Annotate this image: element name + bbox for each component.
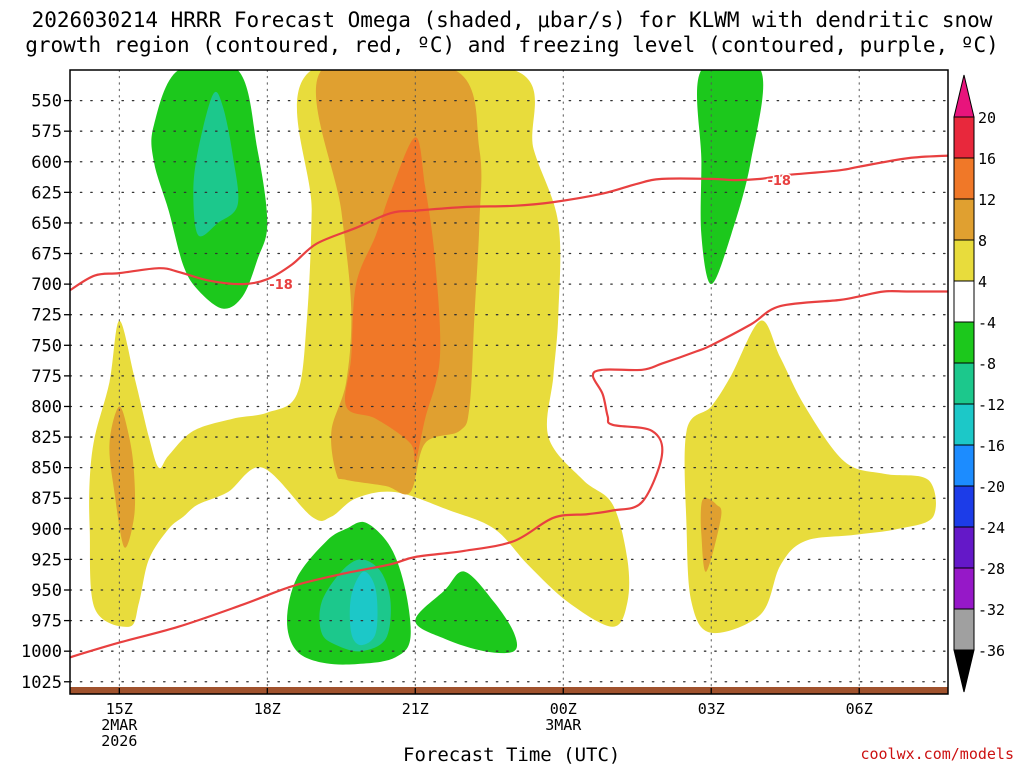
x-tick-label-21Z-0: 21Z — [402, 700, 429, 718]
colorbar-label-9: -20 — [978, 478, 1005, 496]
x-axis-label: Forecast Time (UTC) — [403, 744, 621, 766]
y-tick-label-875: 875 — [31, 489, 62, 509]
colorbar-swatch-0 — [953, 116, 975, 159]
x-tick-label-15Z-2: 2026 — [101, 732, 137, 750]
x-tick-label-00Z-0: 00Z — [550, 700, 577, 718]
omega-region-rise-12-to-16-1 — [344, 137, 441, 463]
colorbar-label-6: -8 — [978, 355, 996, 373]
colorbar-label-4: 4 — [978, 273, 987, 291]
chart-title-line-2: growth region (contoured, red, ºC) and f… — [25, 33, 999, 57]
dgz-contour-label-1: -18 — [269, 278, 293, 293]
y-tick-label-575: 575 — [31, 122, 62, 142]
omega-region-rise-8-to-12-2 — [109, 406, 136, 548]
x-tick-label-15Z-0: 15Z — [106, 700, 133, 718]
colorbar-label-2: 12 — [978, 191, 996, 209]
colorbar-label-1: 16 — [978, 150, 996, 168]
dgz-upper-contour — [70, 154, 948, 292]
colorbar-label-13: -36 — [978, 642, 1005, 660]
chart-title: 2026030214 HRRR Forecast Omega (shaded, … — [0, 8, 1024, 58]
colorbar-swatch-1 — [953, 157, 975, 200]
terrain-surface — [70, 687, 948, 694]
y-tick-label-825: 825 — [31, 428, 62, 448]
colorbar-label-0: 20 — [978, 109, 996, 127]
colorbar-label-8: -16 — [978, 437, 1005, 455]
x-tick-label-03Z-0: 03Z — [698, 700, 725, 718]
y-tick-label-800: 800 — [31, 397, 62, 417]
y-tick-label-925: 925 — [31, 550, 62, 570]
chart-title-line-1: 2026030214 HRRR Forecast Omega (shaded, … — [31, 8, 993, 32]
plot-frame — [69, 69, 949, 695]
y-tick-label-975: 975 — [31, 612, 62, 632]
y-tick-label-725: 725 — [31, 306, 62, 326]
omega-region-sink-4-to-8-4 — [415, 571, 518, 654]
omega-region-rise-8-to-12-3 — [700, 498, 722, 572]
colorbar-swatch-12 — [953, 608, 975, 651]
colorbar-label-7: -12 — [978, 396, 1005, 414]
colorbar-top-arrow — [953, 74, 975, 118]
colorbar-swatch-10 — [953, 526, 975, 569]
dgz-contours: -18 -18 — [70, 154, 948, 659]
y-tick-label-675: 675 — [31, 245, 62, 265]
colorbar-swatch-8 — [953, 444, 975, 487]
colorbar-swatch-3 — [953, 239, 975, 282]
colorbar-swatch-9 — [953, 485, 975, 528]
colorbar-swatch-11 — [953, 567, 975, 610]
y-tick-label-600: 600 — [31, 153, 62, 173]
x-tick-label-00Z-1: 3MAR — [545, 716, 582, 734]
pressure-axis: 550 575 600 625 650 675 700 725 750 775 800 825 850 8… — [21, 92, 70, 693]
omega-region-sink-8-to-12-1 — [193, 91, 239, 237]
colorbar-swatch-5 — [953, 321, 975, 364]
x-tick-label-15Z-1: 2MAR — [101, 716, 138, 734]
chart-grid — [69, 69, 949, 695]
y-tick-label-775: 775 — [31, 367, 62, 387]
colorbar-swatch-2 — [953, 198, 975, 241]
colorbar-label-3: 8 — [978, 232, 987, 250]
x-tick-label-18Z-0: 18Z — [254, 700, 281, 718]
colorbar-label-12: -32 — [978, 601, 1005, 619]
colorbar-label-5: -4 — [978, 314, 996, 332]
dgz-contour-label-2: -18 — [767, 174, 791, 189]
colorbar-label-10: -24 — [978, 519, 1005, 537]
y-tick-label-625: 625 — [31, 183, 62, 203]
y-tick-label-750: 750 — [31, 336, 62, 356]
colorbar-swatch-7 — [953, 403, 975, 446]
colorbar-swatch-6 — [953, 362, 975, 405]
y-tick-label-900: 900 — [31, 520, 62, 540]
y-tick-label-1025: 1025 — [21, 673, 62, 693]
y-tick-label-850: 850 — [31, 459, 62, 479]
source-credit: coolwx.com/models — [860, 745, 1014, 763]
colorbar-bottom-arrow — [953, 649, 975, 693]
y-tick-label-550: 550 — [31, 92, 62, 112]
y-tick-label-700: 700 — [31, 275, 62, 295]
omega-region-sink-4-to-8-2 — [697, 70, 764, 285]
omega-region-rise-4-to-8-2 — [684, 320, 936, 634]
y-tick-label-1000: 1000 — [21, 642, 62, 662]
colorbar-label-11: -28 — [978, 560, 1005, 578]
omega-shaded-regions — [89, 70, 936, 665]
dgz-lower-contour — [70, 290, 948, 659]
omega-region-sink-12-to-16-1 — [349, 571, 378, 646]
colorbar-swatch-4 — [953, 280, 975, 323]
y-tick-label-650: 650 — [31, 214, 62, 234]
x-tick-label-06Z-0: 06Z — [846, 700, 873, 718]
omega-colorbar: 20 16 12 8 4 -4 -8 -12 -16 -20 -24 -28 -32 -36 — [953, 74, 1005, 693]
y-tick-label-950: 950 — [31, 581, 62, 601]
